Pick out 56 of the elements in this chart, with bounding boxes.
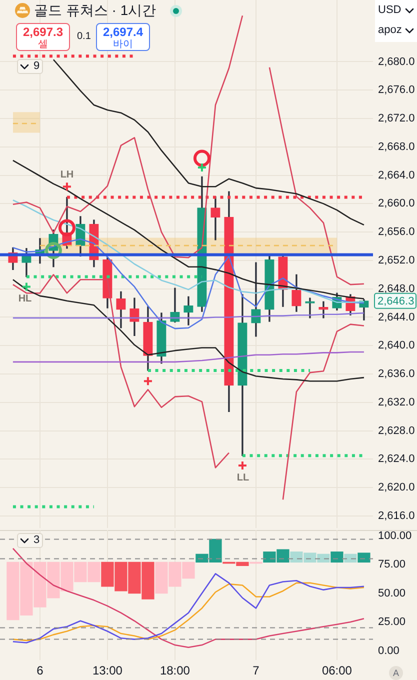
point [196,162,207,172]
chart-title: 골드 퓨쳐스 · 1시간 [34,2,156,19]
y-tick-label: 2,620.0 [378,482,415,494]
bar [330,552,344,563]
toggle-button: 9 [17,59,43,74]
y-tick-label: 2,652.0 [378,254,415,266]
y-tick-label: 2,672.0 [378,112,415,125]
annotation: LL [236,472,250,484]
y-tick-label: 2,644.0 [378,311,415,324]
bar [344,554,357,563]
annotation: 3 [33,534,40,547]
y-tick-label: 2,664.0 [378,169,415,182]
y-tick-label: 0.00 [378,644,400,657]
buy-button: 2,697.4 바이 [96,23,150,51]
x-tick-label: 7 [252,664,260,678]
point [62,182,72,192]
annotation: 2,646.3 [378,295,414,308]
sell-button: 2,697.3 셀 [16,23,70,51]
annotation: 바이 [112,39,134,50]
y-tick-label: 100.00 [378,530,412,542]
y-tick-label: 50.00 [378,587,406,600]
y-tick-label: 2,676.0 [378,84,415,96]
x-tick-label: 06:00 [322,664,352,678]
y-tick-label: 25.00 [378,616,406,628]
point [237,460,248,471]
annotation: 9 [33,60,40,73]
y-tick-label: 75.00 [378,558,406,571]
annotation: HL [18,294,32,304]
y-tick-label: 2,648.0 [378,282,415,295]
dropdown-panel: USD apoz [375,0,417,42]
bar [358,552,370,563]
y-tick-label: 2,656.0 [378,226,415,238]
x-tick-label: 18:00 [160,664,190,678]
y-tick-label: 2,632.0 [378,396,415,408]
y-tick-label: 2,660.0 [378,198,415,210]
annotation: LH [60,170,74,180]
auto-scale-button: A [389,666,403,680]
x-tick-label: 6 [36,664,44,678]
x-tick-label: 13:00 [92,664,123,678]
annotation: 2,697.4 [102,25,144,39]
toggle-button: 3 [17,533,43,548]
y-tick-label: 2,640.0 [378,340,415,352]
point [193,150,210,167]
annotation: 2,697.3 [22,25,64,39]
y-tick-label: 2,680.0 [378,56,415,68]
point [142,376,153,386]
y-tick-label: 2,624.0 [378,453,415,466]
point [21,282,32,292]
y-tick-label: 2,668.0 [378,140,415,153]
y-tick-label: 2,628.0 [378,424,415,437]
annotation: 0.1 [77,31,91,43]
y-tick-label: 2,636.0 [378,368,415,380]
y-tick-label: 2,616.0 [378,510,415,522]
point [58,219,76,236]
candlestick [251,262,261,337]
annotation: 셀 [37,39,49,50]
